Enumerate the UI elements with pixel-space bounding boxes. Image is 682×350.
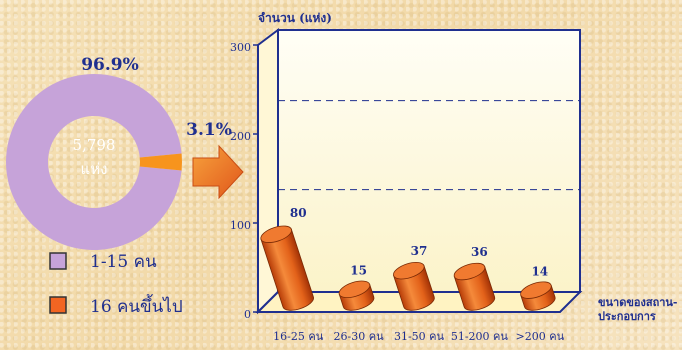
y-tick-200: 200 (230, 130, 251, 143)
y-tick-0: 0 (244, 308, 251, 321)
bar-value-label-1: 15 (350, 264, 367, 278)
bar-value-label-4: 14 (531, 265, 548, 279)
bar-top-1 (338, 280, 371, 298)
x-tick-1: 26-30 คน (334, 330, 385, 343)
legend-swatch-16-plus (49, 296, 67, 314)
bar-value-label-3: 36 (471, 245, 488, 259)
donut-label-major: 96.9% (81, 55, 139, 75)
x-tick-2: 31-50 คน (394, 330, 445, 343)
donut-slices (6, 74, 183, 251)
chart-back-wall (277, 29, 581, 293)
donut-center-value: 5,798 (73, 136, 116, 154)
bar-0 (260, 225, 314, 311)
bar-top-2 (393, 261, 425, 280)
bar-xlabel-line-2: ประกอบการ (598, 310, 656, 323)
bar-3 (453, 262, 496, 311)
x-tick-0: 16-25 คน (273, 330, 324, 343)
bar-body-0 (260, 228, 314, 311)
donut-slice-1-15 (6, 74, 182, 251)
y-tick-300: 300 (230, 41, 251, 54)
bar-xlabel-line-1: ขนาดของสถาน- (598, 296, 678, 309)
y-axis: 0 100 200 300 (230, 41, 258, 321)
arrow-shape (192, 144, 244, 200)
legend-swatch-1-15 (49, 252, 67, 270)
bar-value-label-2: 37 (411, 244, 428, 258)
legend-label-16-plus: 16 คนขึ้นไป (90, 294, 183, 317)
bars-group: 80 15 37 36 14 (260, 206, 556, 311)
donut-chart: 5,798 แห่ง 96.9% 3.1% (6, 55, 232, 251)
y-tick-100: 100 (230, 219, 251, 232)
x-tick-labels: 16-25 คน 26-30 คน 31-50 คน 51-200 คน >200 คน (273, 330, 564, 343)
donut-legend: 1-15 คน 16 คนขึ้นไป (49, 252, 183, 317)
bar-top-3 (453, 262, 486, 281)
reference-lines (278, 100, 580, 191)
bar-chart: จำนวน (แห่ง) 0 100 200 300 80 15 37 36 14 16… (230, 11, 678, 343)
legend-label-1-15: 1-15 คน (90, 252, 157, 272)
bar-ylabel: จำนวน (แห่ง) (258, 11, 332, 25)
x-tick-3: 51-200 คน (451, 330, 509, 343)
bar-value-label-0: 80 (290, 206, 307, 220)
donut-center-unit: แห่ง (81, 160, 108, 178)
bar-4 (520, 281, 556, 311)
bar-top-4 (520, 281, 552, 299)
donut-slice-16-plus (139, 153, 183, 171)
bar-1 (338, 280, 375, 311)
donut-label-minor: 3.1% (186, 120, 232, 140)
x-tick-4: >200 คน (516, 330, 565, 343)
bar-top-0 (260, 225, 292, 243)
bar-2 (393, 261, 435, 311)
